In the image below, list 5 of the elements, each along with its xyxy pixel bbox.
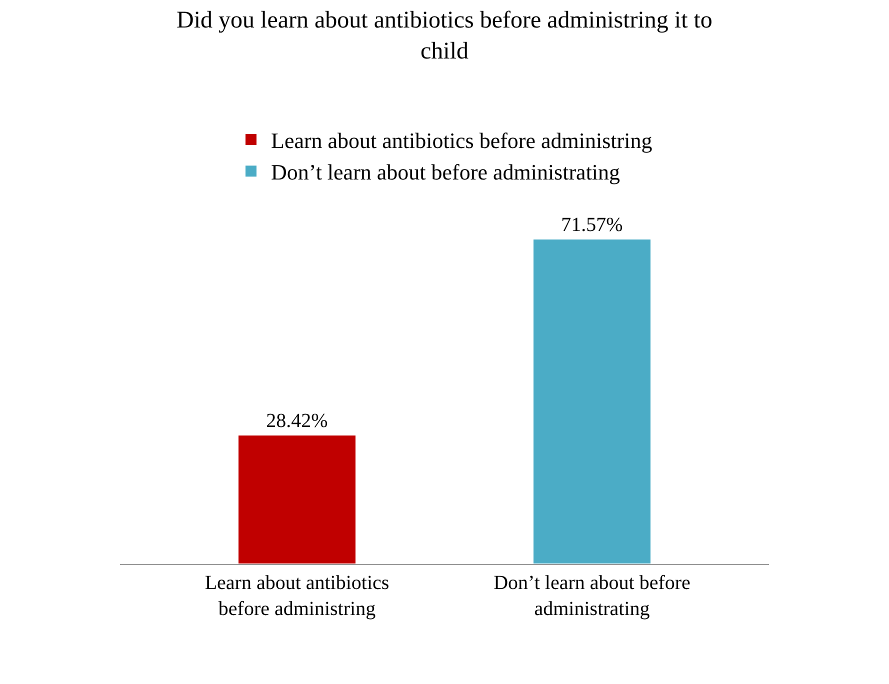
legend-label: Learn about antibiotics before administring	[271, 128, 652, 154]
chart-title: Did you learn about antibiotics before administring it to child	[176, 7, 712, 65]
data-label: 28.42%	[266, 410, 328, 432]
data-label: 71.57%	[561, 214, 623, 236]
legend-label: Don’t learn about before administrating	[271, 160, 620, 185]
